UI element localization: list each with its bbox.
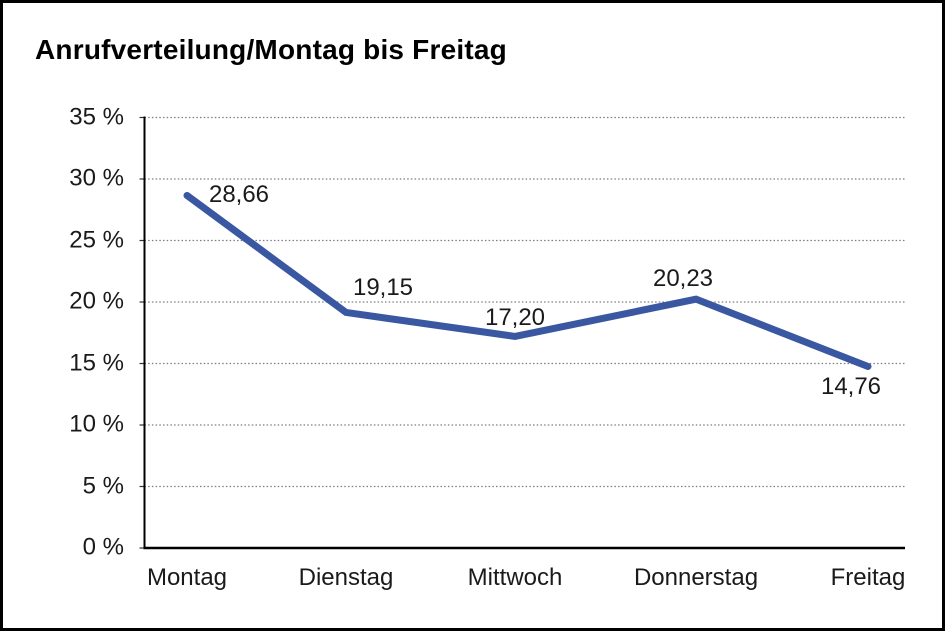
series-line [183, 191, 872, 370]
chart-title: Anrufverteilung/Montag bis Freitag [35, 34, 507, 65]
y-gridlines [144, 116, 905, 488]
